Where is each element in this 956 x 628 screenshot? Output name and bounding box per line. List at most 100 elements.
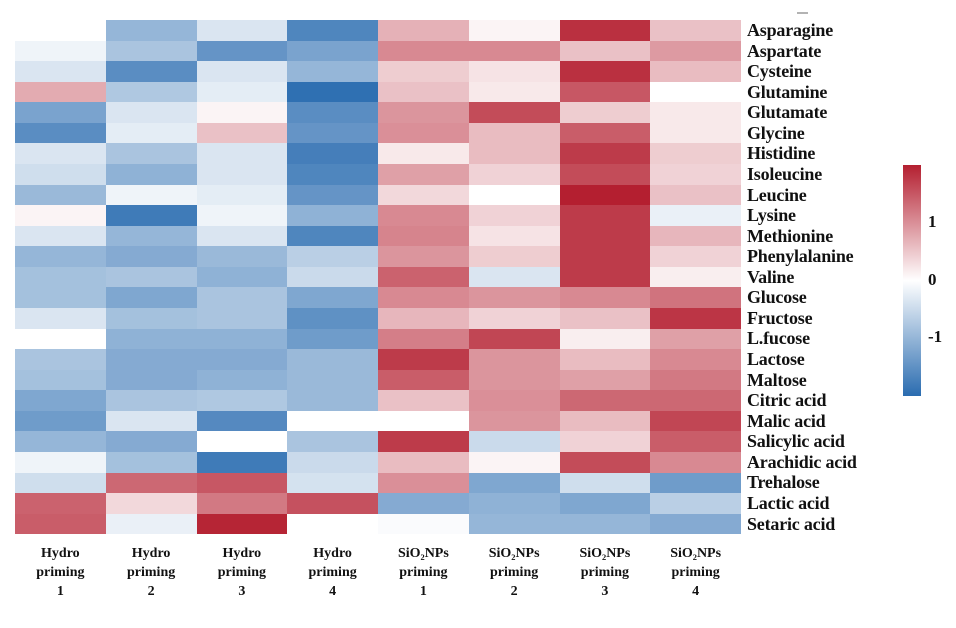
heatmap-cell [287,349,378,370]
heatmap-cell [559,205,651,226]
heatmap-cell [196,390,288,411]
heatmap-cell [559,493,651,514]
heatmap-cell [378,81,469,103]
heatmap-cell [287,102,378,123]
heatmap-cell [650,513,741,535]
column-labels: Hydro priming 1 Hydro priming 2 Hydro prim… [15,544,741,608]
heatmap-cell [105,246,197,267]
row-label: Leucine [747,184,807,205]
heatmap-cell [15,102,106,123]
heatmap-cell [468,164,560,185]
heatmap-cell [468,143,560,164]
heatmap-cell [468,452,560,473]
row-labels: Asparagine Aspartate Cysteine Glutamine Glut… [747,20,947,534]
heatmap-cell [287,452,378,473]
heatmap-cell [196,20,288,41]
heatmap-cell [378,513,469,535]
heatmap-cell [287,40,378,62]
row-label: Phenylalanine [747,246,854,267]
heatmap-cell [105,390,197,411]
row-label: Lactose [747,349,805,369]
heatmap-cell [650,472,741,494]
heatmap-cell [287,328,378,350]
heatmap-cell [468,266,560,288]
heatmap-cell [15,390,106,411]
row-label: Salicylic acid [747,431,845,452]
heatmap-cell [650,122,741,144]
heatmap-cell [15,205,106,226]
heatmap-cell [196,369,288,391]
heatmap-cell [105,513,197,535]
heatmap-cell [559,81,651,103]
heatmap-cell [287,431,378,452]
heatmap-cell [378,61,469,82]
heatmap-cell [650,246,741,267]
column-label: SiO₂NPs priming 2 [488,546,540,599]
heatmap-cell [559,184,651,206]
heatmap-cell [15,81,106,103]
row-label: Aspartate [747,40,822,61]
heatmap-cell [468,349,560,370]
heatmap-cell [559,452,651,473]
heatmap-cell [559,472,651,494]
heatmap-cell [196,493,288,514]
heatmap-cell [15,328,106,350]
heatmap-cell [196,184,288,206]
heatmap-cell [196,205,288,226]
heatmap-cell [468,122,560,144]
heatmap-cell [468,369,560,391]
heatmap-cell [196,102,288,123]
heatmap-cell [468,390,560,411]
heatmap-cell [105,472,197,494]
heatmap-cell [378,122,469,144]
heatmap-cell [559,225,651,247]
heatmap-cell [468,513,560,535]
colorbar-tick-minus1: -1 [928,327,943,346]
heatmap-cell [378,102,469,123]
row-label: Lysine [747,205,796,226]
heatmap-cell [650,431,741,452]
heatmap-cell [650,81,741,103]
heatmap-cell [378,328,469,350]
heatmap-cell [378,143,469,164]
heatmap-cell [105,266,197,288]
heatmap-cell [468,328,560,350]
row-label: Asparagine [747,20,834,40]
heatmap-cell [15,246,106,267]
column-label: Hydro priming 4 [308,546,357,599]
column-label: SiO₂NPs priming 1 [397,546,449,599]
heatmap-cell [196,349,288,370]
heatmap-cell [15,410,106,432]
heatmap-cell [196,122,288,144]
heatmap-cell [559,102,651,123]
heatmap-cell [105,452,197,473]
heatmap-cell [287,20,378,41]
heatmap-cell [196,513,288,535]
heatmap-cell [559,143,651,164]
heatmap-cell [15,164,106,185]
heatmap-cell [196,308,288,329]
row-label: Glutamate [747,102,828,123]
heatmap-cell [105,20,197,41]
heatmap-cell [15,472,106,494]
row-label: Lactic acid [747,492,830,513]
heatmap-cell [105,164,197,185]
heatmap-cell [468,225,560,247]
heatmap-cell [105,61,197,82]
heatmap-cell [287,81,378,103]
heatmap-cell [105,184,197,206]
heatmap-cell [468,493,560,514]
row-label: Fructose [747,307,813,328]
heatmap-cell [650,225,741,247]
heatmap-cell [287,184,378,206]
heatmap-cell [287,513,378,535]
heatmap-cell [378,390,469,411]
row-label: Arachidic acid [747,451,857,472]
row-label: Histidine [747,143,816,164]
heatmap-cell [105,410,197,432]
heatmap-cell [468,410,560,432]
heatmap-cell [559,164,651,185]
heatmap-cell [287,225,378,247]
row-label: Valine [747,266,795,287]
heatmap-cell [650,349,741,370]
